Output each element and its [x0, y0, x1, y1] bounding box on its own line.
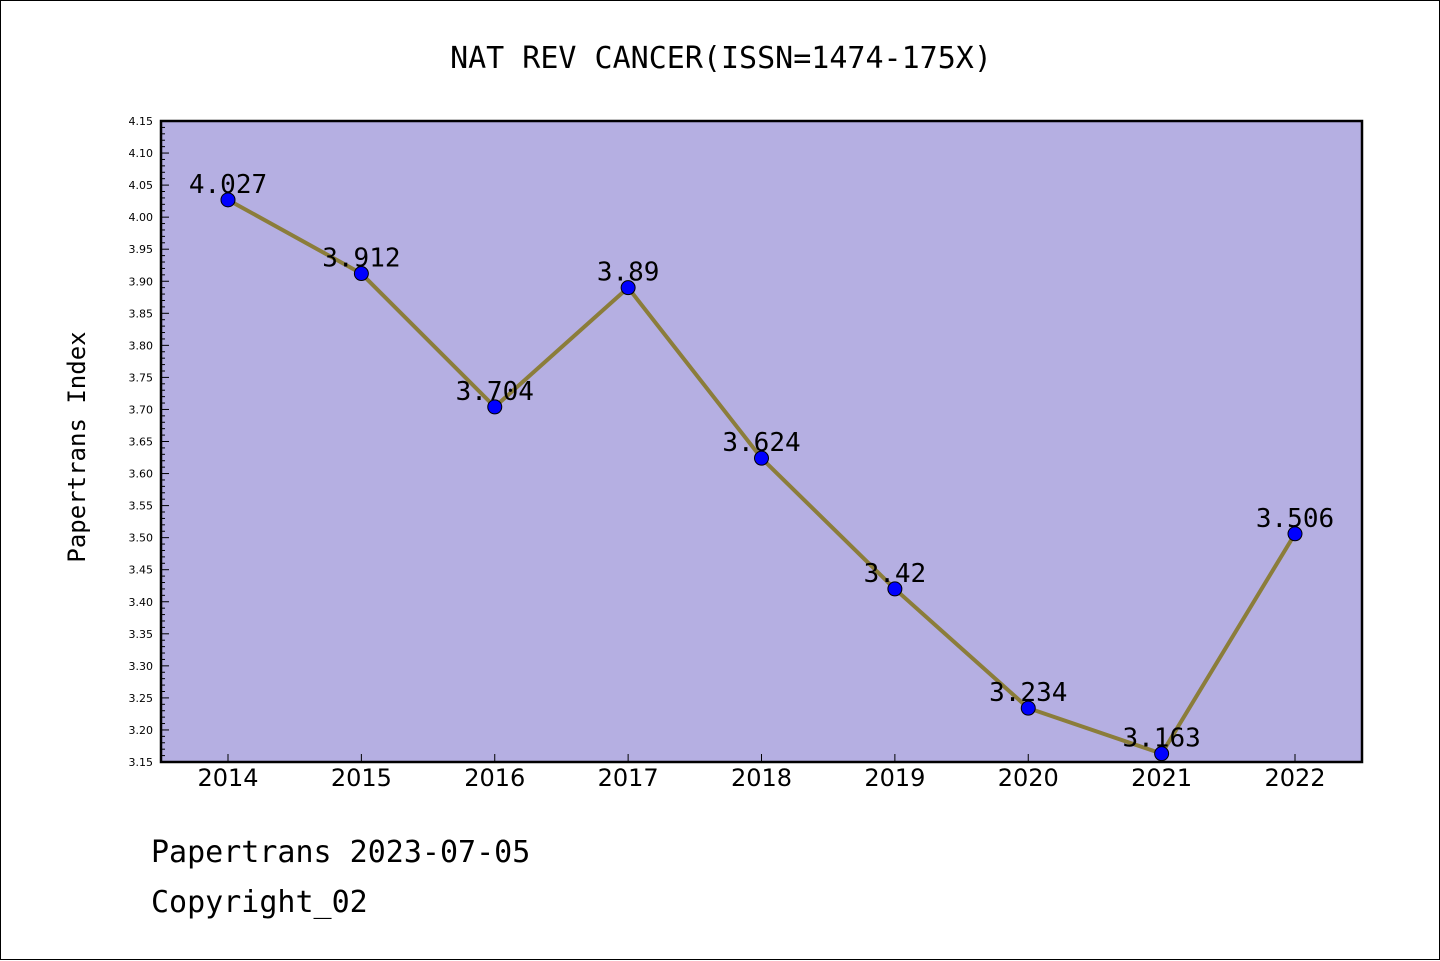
y-tick-label: 3.55: [129, 500, 154, 513]
y-tick-label: 4.00: [129, 211, 154, 224]
data-label: 3.912: [322, 244, 400, 274]
data-label: 3.506: [1256, 504, 1334, 534]
data-point: [1154, 746, 1170, 762]
y-tick-label: 3.15: [129, 756, 154, 769]
data-label: 4.027: [189, 170, 267, 200]
x-tick-label: 2020: [998, 764, 1059, 792]
footer-copyright: Copyright_02: [151, 885, 368, 920]
y-tick-label: 3.85: [129, 307, 154, 320]
data-labels: 4.027 3.912 3.704 3.89 3.624 3.42 3.234 3.163 3.…: [189, 170, 1334, 754]
y-tick-label: 3.40: [129, 596, 154, 609]
y-tick-label: 3.65: [129, 436, 154, 449]
x-tick-label: 2021: [1131, 764, 1192, 792]
data-label: 3.89: [597, 258, 660, 288]
x-tick-label: 2022: [1264, 764, 1325, 792]
data-markers: [220, 192, 1303, 762]
y-tick-label: 3.95: [129, 243, 154, 256]
data-label: 3.42: [864, 559, 927, 589]
data-point: [353, 266, 369, 282]
y-tick-label: 3.50: [129, 532, 154, 545]
y-tick-label: 3.75: [129, 371, 154, 384]
x-tick-label: 2019: [864, 764, 925, 792]
data-label: 3.704: [456, 377, 534, 407]
x-tick-label: 2016: [464, 764, 525, 792]
y-tick-label: 3.30: [129, 660, 154, 673]
y-tick-label: 4.15: [129, 115, 154, 128]
data-point: [1287, 526, 1303, 542]
data-point: [754, 450, 769, 466]
data-label: 3.163: [1122, 724, 1200, 754]
data-point: [1020, 700, 1036, 716]
y-tick-label: 3.20: [129, 724, 154, 737]
x-tick-label: 2017: [598, 764, 659, 792]
y-tick-label: 3.25: [129, 692, 154, 705]
data-point: [220, 192, 236, 208]
y-tick-label: 3.70: [129, 403, 154, 416]
data-point: [487, 399, 503, 415]
data-label: 3.624: [722, 428, 800, 458]
x-tick-label: 2015: [331, 764, 392, 792]
x-tick-label: 2018: [731, 764, 792, 792]
y-tick-label: 3.80: [129, 339, 154, 352]
data-point: [620, 280, 636, 296]
y-axis-label: Papertrans Index: [63, 331, 91, 562]
data-point: [887, 581, 903, 597]
data-label: 3.234: [989, 678, 1067, 708]
plot-area: [161, 121, 1362, 762]
chart-title: NAT REV CANCER(ISSN=1474-175X): [450, 41, 992, 76]
x-axis: 2014 2015 2016 2017 2018 2019 2020 2021 2022: [197, 754, 1326, 792]
y-tick-label: 3.45: [129, 564, 154, 577]
x-tick-label: 2014: [197, 764, 258, 792]
y-tick-label: 4.05: [129, 179, 154, 192]
y-tick-label: 3.90: [129, 275, 154, 288]
y-tick-label: 3.60: [129, 468, 154, 481]
y-axis: 3.15 3.20 3.25 3.30 3.35 3.40 3.45 3.50 3.55 3.60…: [129, 115, 169, 769]
plot-border: [159, 119, 1364, 764]
y-tick-label: 4.10: [129, 147, 154, 160]
footer-date-line: Papertrans 2023-07-05: [151, 835, 531, 870]
y-tick-label: 3.35: [129, 628, 154, 641]
